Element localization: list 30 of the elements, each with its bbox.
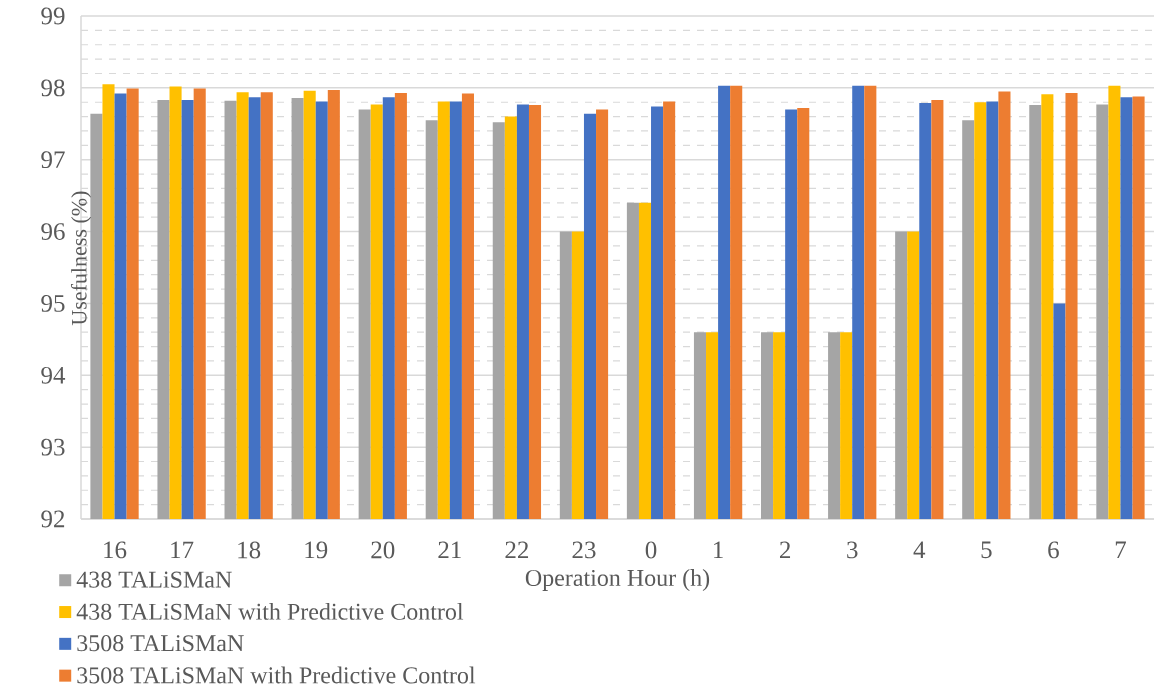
x-tick-label: 21 [438, 541, 461, 559]
x-tick-label: 19 [305, 541, 328, 559]
legend-label: 3508 TALiSMaN [77, 635, 244, 652]
x-tick-label: 5 [981, 541, 992, 559]
y-tick-label: 93 [41, 438, 65, 456]
x-tick-label: 0 [645, 541, 657, 559]
y-tick-label: 95 [41, 295, 65, 312]
y-tick-label: 99 [41, 7, 65, 25]
y-tick-label: 97 [41, 151, 65, 169]
x-tick-label: 3 [847, 541, 858, 559]
x-tick-label: 1 [714, 541, 723, 559]
legend-label: 438 TALiSMaN with Predictive Control [76, 602, 464, 620]
legend-label: 3508 TALiSMaN with Predictive Control [77, 666, 476, 684]
y-tick-label: 94 [41, 366, 66, 384]
x-tick-label: 2 [779, 541, 791, 559]
x-tick-label: 4 [913, 541, 926, 558]
y-axis-title: Usefulness (%) [70, 191, 92, 326]
y-tick-label: 92 [41, 510, 65, 528]
x-tick-label: 17 [171, 541, 194, 559]
x-tick-label: 20 [371, 541, 395, 559]
x-tick-label: 23 [572, 541, 596, 559]
x-axis-title: Operation Hour (h) [525, 569, 710, 591]
y-tick-label: 96 [41, 223, 65, 240]
y-tick-label: 98 [41, 79, 65, 97]
x-tick-label: 22 [505, 541, 529, 559]
x-tick-label: 18 [238, 541, 261, 559]
x-tick-label: 7 [1115, 541, 1126, 558]
x-tick-label: 6 [1048, 541, 1059, 559]
legend-label: 438 TALiSMaN [76, 571, 232, 588]
x-tick-label: 16 [104, 541, 127, 559]
